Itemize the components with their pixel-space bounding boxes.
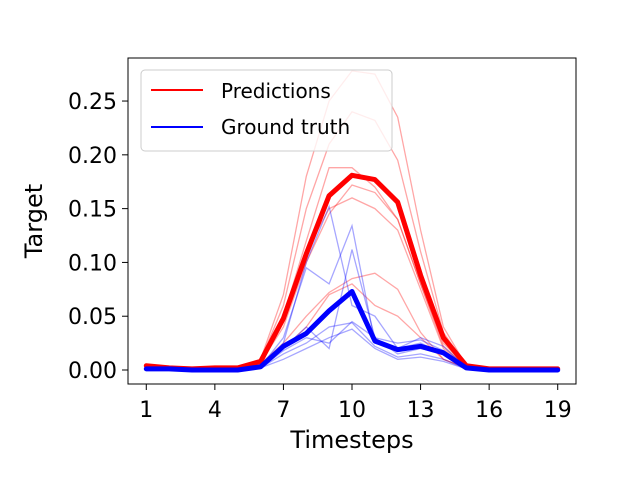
ground-truth-sample-line-4 [146,328,558,371]
x-tick-label: 1 [139,398,153,423]
legend-label-ground-truth: Ground truth [221,115,350,139]
x-tick-label: 16 [475,398,503,423]
ground-truth-sample-line-1 [146,223,558,371]
y-tick-label: 0.25 [68,90,117,115]
plot-area [127,57,577,385]
mean-lines [143,172,561,373]
y-tick-label: 0.05 [68,305,117,330]
predictions-mean-line [143,172,561,372]
x-tick-label: 4 [208,398,222,423]
y-axis-label: Target [20,184,48,259]
ground-truth-sample-line-2 [146,249,558,371]
y-axis: 0.00 0.05 0.10 0.15 0.20 0.25 [68,90,128,384]
x-tick-label: 7 [276,398,290,423]
legend-box [140,69,393,152]
x-tick-label: 19 [544,398,572,423]
ground-truth-sample-line-0 [146,204,558,371]
prediction-sample-line-4 [146,184,558,370]
y-tick-label: 0.20 [68,144,117,169]
x-axis-label: Timesteps [289,426,413,454]
x-tick-label: 13 [407,398,435,423]
y-tick-label: 0.00 [68,359,117,384]
legend: Predictions Ground truth [140,69,393,152]
y-tick-label: 0.10 [68,251,117,276]
y-tick-label: 0.15 [68,198,117,223]
legend-label-predictions: Predictions [221,79,331,103]
x-axis: 1 4 7 10 13 16 19 [139,384,572,423]
ground-truth-mean-line [143,289,561,373]
x-tick-label: 10 [338,398,366,423]
